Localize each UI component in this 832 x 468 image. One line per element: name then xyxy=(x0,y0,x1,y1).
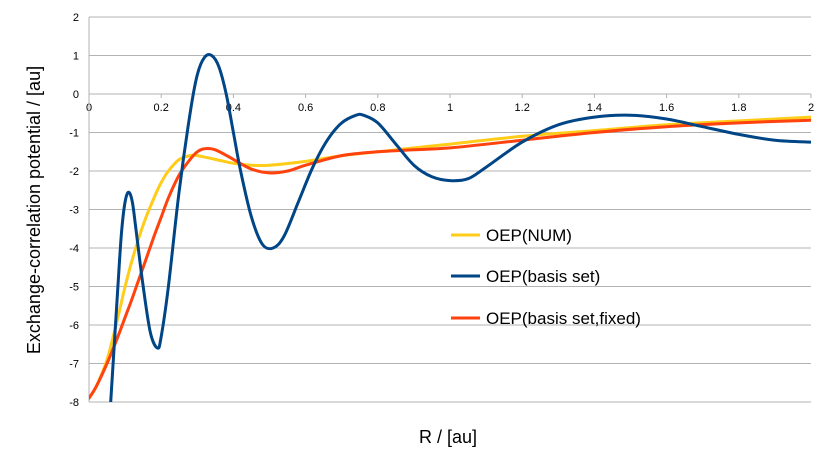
y-tick-label: -7 xyxy=(69,359,79,371)
legend-label: OEP(basis set) xyxy=(486,267,600,286)
x-tick-label: 1 xyxy=(447,102,453,114)
x-tick-label: 1.4 xyxy=(587,102,602,114)
series-line-2 xyxy=(109,53,811,402)
legend-label: OEP(basis set,fixed) xyxy=(486,309,641,328)
y-tick-label: -3 xyxy=(69,205,79,217)
y-tick-label: -2 xyxy=(69,166,79,178)
x-tick-label: 0.2 xyxy=(154,102,169,114)
x-tick-label: 2 xyxy=(808,102,814,114)
series-lines xyxy=(89,53,811,402)
y-tick-label: 1 xyxy=(73,51,79,63)
x-tick-label: 0.6 xyxy=(298,102,313,114)
x-tick-label: 1.6 xyxy=(659,102,674,114)
axes xyxy=(88,17,812,402)
x-tick-label: 1.2 xyxy=(515,102,530,114)
x-axis-title: R / [au] xyxy=(419,427,477,447)
y-tick-label: -8 xyxy=(69,397,79,409)
y-tick-label: -4 xyxy=(69,243,79,255)
y-tick-label: 2 xyxy=(73,12,79,24)
y-tick-label: 0 xyxy=(73,89,79,101)
y-axis-tick-labels: 2 1 0 -1 -2 -3 -4 -5 -6 -7 -8 xyxy=(69,12,79,409)
series-line-3 xyxy=(89,118,811,400)
x-tick-label: 0.8 xyxy=(370,102,385,114)
x-tick-label: 1.8 xyxy=(731,102,746,114)
x-axis-tick-labels: 00.20.40.60.811.21.41.61.82 xyxy=(86,102,814,114)
y-tick-label: -1 xyxy=(69,128,79,140)
series-line-1 xyxy=(89,115,811,400)
legend-label: OEP(NUM) xyxy=(486,226,572,245)
legend: OEP(NUM) OEP(basis set) OEP(basis set,fixe… xyxy=(451,226,641,328)
y-tick-label: -5 xyxy=(69,282,79,294)
y-tick-label: -6 xyxy=(69,320,79,332)
y-axis-title: Exchange-correlation potential / [au] xyxy=(24,66,44,354)
